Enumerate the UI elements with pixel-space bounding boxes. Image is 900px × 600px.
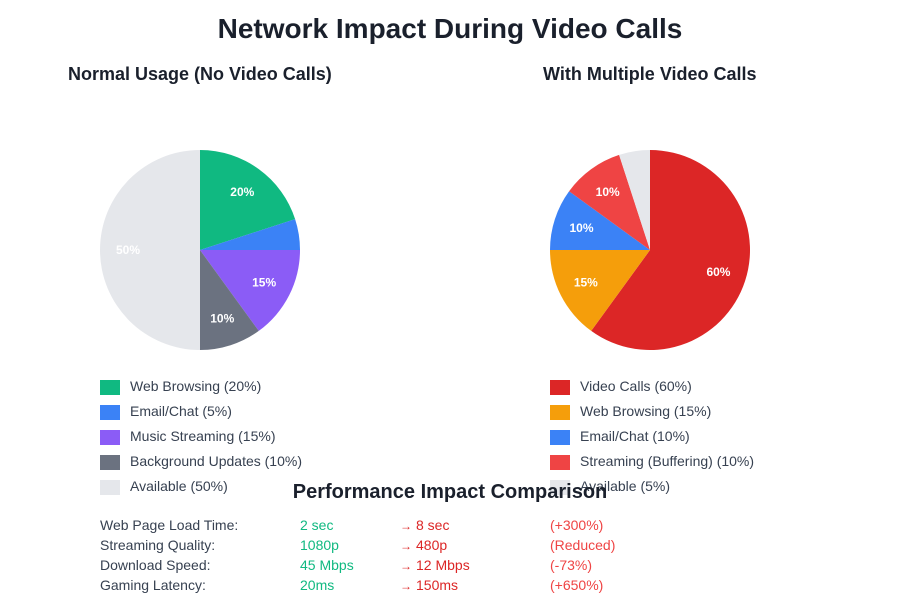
legend-swatch (550, 480, 570, 495)
legend-item: Available (5%) (550, 478, 754, 503)
pie-slice (100, 150, 200, 350)
legend-swatch (550, 380, 570, 395)
after-value-text: 12 Mbps (416, 557, 470, 573)
before-value: 1080p (300, 537, 339, 553)
legend-label: Email/Chat (10%) (580, 428, 690, 444)
pie-slice-label: 60% (706, 265, 730, 279)
pie-slice (591, 150, 750, 350)
after-value-text: 150ms (416, 577, 459, 593)
legend-swatch (100, 480, 120, 495)
arrow-right-icon: → (400, 519, 412, 533)
after-value-text: 8 sec (416, 517, 450, 533)
legend-swatch (550, 455, 570, 470)
before-value: 20ms (300, 577, 335, 593)
pie-slice-label: 20% (230, 185, 254, 199)
pie-slice-label: 50% (116, 243, 140, 257)
legend-swatch (100, 430, 120, 445)
pie-slice-label: 10% (570, 221, 594, 235)
comparison-title: Performance Impact Comparison (292, 481, 608, 503)
legend-label: Background Updates (10%) (130, 453, 302, 469)
impact-value: (-73%) (550, 557, 593, 573)
legend-label: Web Browsing (20%) (130, 378, 262, 394)
legend-label: Available (50%) (130, 478, 228, 494)
legend-item: Streaming (Buffering) (10%) (550, 453, 754, 478)
arrow-right-icon: → (400, 559, 412, 573)
arrow-right-icon: → (400, 539, 412, 553)
comparison-row: Download Speed: 45 Mbps → 12 Mbps (-73%) (0, 557, 900, 577)
comparison-row: Streaming Quality: 1080p → 480p (Reduced) (0, 537, 900, 557)
page-title: Network Impact During Video Calls (217, 13, 683, 44)
metric-label: Download Speed: (100, 557, 211, 573)
metric-label: Streaming Quality: (100, 537, 216, 553)
legend-normal-usage: Web Browsing (20%) Email/Chat (5%) Music… (100, 378, 302, 503)
legend-item: Email/Chat (5%) (100, 403, 302, 428)
legend-swatch (550, 405, 570, 420)
comparison-row: Gaming Latency: 20ms → 150ms (+650%) (0, 577, 900, 597)
pie-slice-label: 15% (574, 276, 598, 290)
legend-label: Music Streaming (15%) (130, 428, 276, 444)
pie-slice (550, 250, 650, 331)
legend-item: Email/Chat (10%) (550, 428, 754, 453)
after-value: → 12 Mbps (400, 557, 470, 573)
pie-slice-label: 15% (252, 276, 276, 290)
before-value: 2 sec (300, 517, 334, 533)
pie-slice (619, 150, 650, 250)
comparison-row: Web Page Load Time: 2 sec → 8 sec (+300%) (0, 517, 900, 537)
legend-item: Web Browsing (20%) (100, 378, 302, 403)
pie-slice (569, 154, 650, 250)
legend-swatch (100, 380, 120, 395)
legend-video-calls: Video Calls (60%) Web Browsing (15%) Ema… (550, 378, 754, 503)
legend-item: Web Browsing (15%) (550, 403, 754, 428)
legend-swatch (550, 430, 570, 445)
legend-item: Available (50%) (100, 478, 302, 503)
after-value: → 8 sec (400, 517, 449, 533)
impact-value: (Reduced) (550, 537, 616, 553)
pie-slice (200, 250, 259, 350)
chart-title-video-calls: With Multiple Video Calls (543, 64, 757, 84)
pie-slice (550, 191, 650, 250)
legend-label: Streaming (Buffering) (10%) (580, 453, 755, 469)
legend-label: Video Calls (60%) (580, 378, 692, 394)
metric-label: Web Page Load Time: (100, 517, 239, 533)
legend-label: Available (5%) (580, 478, 671, 494)
legend-swatch (100, 405, 120, 420)
pie-slice-label: 10% (210, 311, 234, 325)
legend-item: Video Calls (60%) (550, 378, 754, 403)
pie-slice (200, 150, 296, 250)
legend-item: Music Streaming (15%) (100, 428, 302, 453)
legend-label: Web Browsing (15%) (580, 403, 712, 419)
metric-label: Gaming Latency: (100, 577, 206, 593)
pie-slice-label: 10% (596, 185, 620, 199)
before-value: 45 Mbps (300, 557, 354, 573)
legend-item: Background Updates (10%) (100, 453, 302, 478)
arrow-right-icon: → (400, 579, 412, 593)
chart-title-normal: Normal Usage (No Video Calls) (68, 64, 332, 84)
after-value-text: 480p (416, 537, 448, 553)
after-value: → 150ms (400, 577, 458, 593)
legend-swatch (100, 455, 120, 470)
impact-value: (+650%) (550, 577, 604, 593)
pie-chart-normal-usage: 20% 15% 10% 50% (100, 150, 300, 350)
legend-label: Email/Chat (5%) (130, 403, 232, 419)
pie-chart-video-calls: 60% 15% 10% 10% (550, 150, 750, 350)
pie-slice (200, 250, 300, 331)
after-value: → 480p (400, 537, 447, 553)
pie-slice (200, 219, 300, 250)
impact-value: (+300%) (550, 517, 604, 533)
